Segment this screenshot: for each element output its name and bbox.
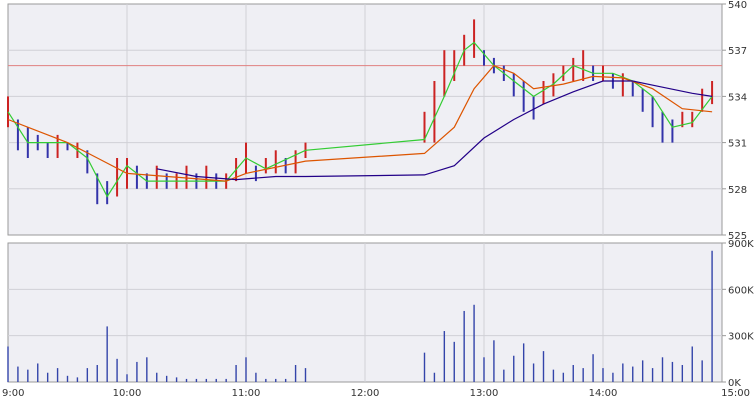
x-tick-label: 9:00 bbox=[2, 388, 24, 399]
volume-tick-label: 300K bbox=[728, 332, 754, 343]
x-tick-label: 15:00 bbox=[721, 388, 750, 399]
price-tick-label: 528 bbox=[728, 185, 747, 196]
price-tick-label: 537 bbox=[728, 46, 747, 57]
x-tick-label: 14:00 bbox=[589, 388, 618, 399]
x-tick-label: 13:00 bbox=[470, 388, 499, 399]
price-tick-label: 531 bbox=[728, 139, 747, 150]
price-tick-label: 534 bbox=[728, 92, 747, 103]
volume-tick-label: 900K bbox=[728, 239, 754, 250]
x-axis: 9:00 10:00 11:00 12:00 13:00 14:00 15:00 bbox=[2, 388, 750, 399]
x-tick-label: 11:00 bbox=[232, 388, 261, 399]
x-tick-label: 10:00 bbox=[113, 388, 142, 399]
volume-tick-label: 600K bbox=[728, 285, 754, 296]
x-tick-label: 12:00 bbox=[351, 388, 380, 399]
price-tick-label: 540 bbox=[728, 0, 747, 11]
